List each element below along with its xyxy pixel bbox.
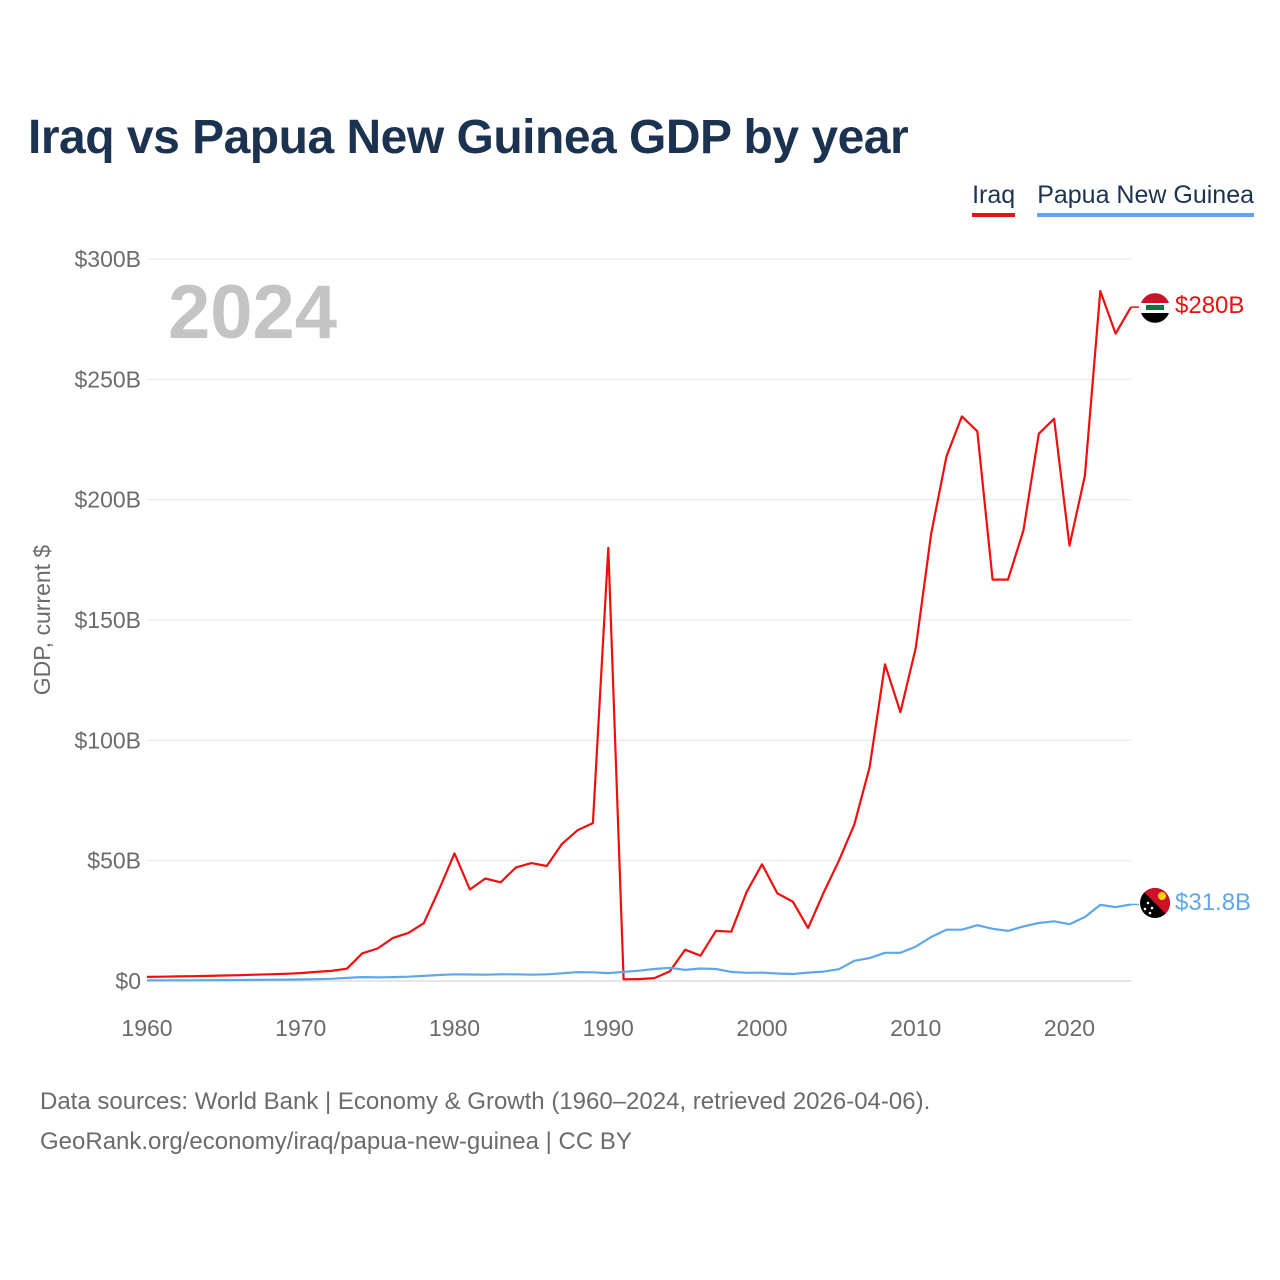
source-url-line[interactable]: GeoRank.org/economy/iraq/papua-new-guine… bbox=[40, 1128, 632, 1155]
y-tick-label: $0 bbox=[115, 968, 141, 994]
x-tick-label: 2010 bbox=[890, 1015, 941, 1041]
series-line-iraq[interactable] bbox=[146, 289, 1132, 981]
legend: Iraq Papua New Guinea bbox=[972, 180, 1254, 217]
x-tick-label: 2000 bbox=[736, 1015, 787, 1041]
chart-title: Iraq vs Papua New Guinea GDP by year bbox=[28, 111, 909, 164]
y-tick-label: $100B bbox=[74, 727, 141, 753]
x-tick-label: 2020 bbox=[1044, 1015, 1095, 1041]
source-note: Data sources: World Bank | Economy & Gro… bbox=[40, 1082, 930, 1162]
iraq-end-value-label: $280B bbox=[1175, 292, 1244, 319]
x-tick-label: 1980 bbox=[429, 1015, 480, 1041]
papua-new-guinea-end-value-label: $31.8B bbox=[1175, 889, 1251, 916]
x-tick-label: 1970 bbox=[275, 1015, 326, 1041]
papua-new-guinea-flag-icon bbox=[1140, 888, 1170, 918]
year-label: 2024 bbox=[168, 270, 337, 355]
y-tick-label: $50B bbox=[87, 848, 141, 874]
x-tick-label: 1960 bbox=[121, 1015, 172, 1041]
y-tick-label: $150B bbox=[74, 607, 141, 633]
y-tick-label: $300B bbox=[74, 246, 141, 272]
iraq-flag-icon bbox=[1139, 292, 1171, 324]
x-tick-label: 1990 bbox=[583, 1015, 634, 1041]
legend-item-papua-new-guinea[interactable]: Papua New Guinea bbox=[1037, 180, 1254, 217]
y-axis-title: GDP, current $ bbox=[29, 545, 55, 696]
y-tick-label: $200B bbox=[74, 487, 141, 513]
legend-item-iraq[interactable]: Iraq bbox=[972, 180, 1016, 217]
y-tick-label: $250B bbox=[74, 366, 141, 392]
source-line: Data sources: World Bank | Economy & Gro… bbox=[40, 1088, 931, 1115]
series-line-papua-new-guinea[interactable] bbox=[147, 903, 1132, 982]
